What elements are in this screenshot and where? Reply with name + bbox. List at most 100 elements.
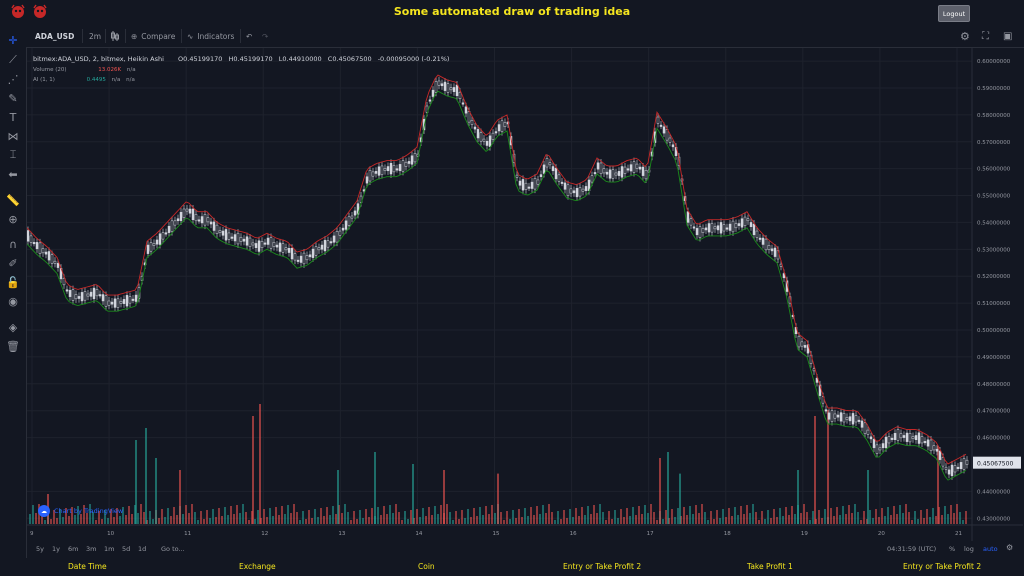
toolbar-divider [125,29,126,43]
fib-tool-icon[interactable]: ⋰ [7,72,19,86]
volume-bar [401,520,403,524]
trend-line-icon[interactable]: ⟋ [9,53,17,66]
lock-icon[interactable]: 🔓 [6,275,20,289]
zoom-in-icon[interactable]: ⊕ [8,212,18,226]
legend-series-name[interactable]: bitmex:ADA_USD, 2, bitmex, Heikin Ashi [33,55,164,63]
candle-body [773,247,777,257]
tab-entry-take-profit-2[interactable]: Entry or Take Profit 2 [563,562,642,571]
prediction-icon[interactable]: ⌶ [9,148,17,161]
layers-icon[interactable]: ◈ [8,320,18,334]
percent-toggle[interactable]: % [949,545,956,553]
candle-body [608,169,612,179]
volume-bar [203,519,205,524]
undo-icon[interactable]: ↶ [246,31,253,41]
volume-bar [476,516,478,524]
eye-icon[interactable]: ◉ [8,294,18,308]
settings-gear-icon[interactable]: ⚙ [960,29,970,43]
volume-bar [398,512,400,524]
volume-bar [575,508,577,524]
back-arrow-icon[interactable]: ⬅ [8,167,18,181]
volume-bar [452,520,454,524]
price-tick-label: 0.58000000 [977,113,1011,119]
range-settings-icon[interactable]: ⚙ [1006,543,1014,552]
utc-time[interactable]: 04:31:59 (UTC) [887,545,937,553]
candle-body [239,236,243,242]
candle-body [437,80,441,86]
volume-bar [509,519,511,524]
volume-bar [692,514,694,524]
trash-icon[interactable]: 🗑 [6,339,20,353]
crosshair-icon[interactable]: ✛ [8,33,18,47]
fullscreen-icon[interactable]: ⛶ [982,30,989,42]
candle-body [656,116,660,124]
time-tick-label: 20 [878,531,885,537]
goto-button[interactable]: Go to... [161,545,185,553]
text-tool-icon[interactable]: T [9,110,17,124]
candle-body [317,247,321,251]
volume-bar [143,512,145,524]
lock-drawings-icon[interactable]: ✐ [8,256,18,270]
brush-icon[interactable]: ✎ [8,91,18,105]
tab-coin[interactable]: Coin [418,562,435,571]
volume-bar [944,506,946,524]
ruler-icon[interactable]: 📏 [6,193,20,207]
volume-bar [389,505,391,524]
volume-bar [755,512,757,524]
redo-icon[interactable]: ↷ [262,31,269,41]
logout-button[interactable]: Logout [938,5,970,22]
volume-label[interactable]: Volume (20) [33,67,67,73]
chart-area[interactable]: 0.60000000 0.59000000 0.58000000 0.57000000… [26,48,1023,558]
candle-body [128,296,132,304]
volume-bar [500,512,502,524]
candle-body [125,295,129,307]
volume-bar [173,507,175,524]
candle-body [905,432,909,442]
volume-bar [62,517,64,524]
range-5y[interactable]: 5y [36,545,44,553]
candle-body [293,253,297,261]
volume-bar [788,515,790,524]
bull-logo-icon-2[interactable] [32,4,48,18]
tab-take-profit-1[interactable]: Take Profit 1 [747,562,793,571]
tab-date-time[interactable]: Date Time [68,562,107,571]
volume-bar [902,513,904,524]
compare-button[interactable]: ⊕ Compare [131,25,175,47]
candle-body [446,83,450,93]
volume-bar [845,514,847,524]
candle-body [581,188,585,192]
bull-logo-icon[interactable] [10,4,26,18]
price-tick-label: 0.50000000 [977,328,1011,334]
time-tick-label: 18 [724,531,731,537]
range-1y[interactable]: 1y [52,545,60,553]
candle-body [668,137,672,143]
candle-body [269,237,273,249]
pattern-icon[interactable]: ⋈ [7,129,19,143]
volume-bar [863,511,865,524]
indicators-button[interactable]: ∿ Indicators [187,25,234,47]
range-6m[interactable]: 6m [68,545,79,553]
range-5d[interactable]: 5d [122,545,131,553]
volume-bar [926,509,928,524]
range-1m[interactable]: 1m [104,545,115,553]
chart-style-icon[interactable] [110,25,120,47]
interval-selector[interactable]: 2m [89,31,102,41]
tab-exchange[interactable]: Exchange [239,562,276,571]
range-3m[interactable]: 3m [86,545,97,553]
tradingview-logo[interactable]: ☁ Chart by TradingView [38,505,123,517]
camera-icon[interactable]: ▣ [1003,30,1013,42]
volume-bar [821,518,823,524]
auto-toggle[interactable]: auto [983,545,998,553]
volume-bar [320,508,322,524]
price-chart[interactable]: 0.60000000 0.59000000 0.58000000 0.57000000… [26,48,1023,541]
volume-bar [179,470,181,524]
volume-bar [749,513,751,524]
candle-body [371,171,375,177]
range-1d[interactable]: 1d [138,545,147,553]
log-toggle[interactable]: log [964,545,974,553]
magnet-icon[interactable]: ∩ [8,237,18,251]
tab-entry-take-profit-2-b[interactable]: Entry or Take Profit 2 [903,562,982,571]
symbol-selector[interactable]: ADA_USD [35,31,75,41]
ai-label[interactable]: AI (1, 1) [33,77,55,83]
volume-bar [620,509,622,524]
candle-body [386,166,390,172]
